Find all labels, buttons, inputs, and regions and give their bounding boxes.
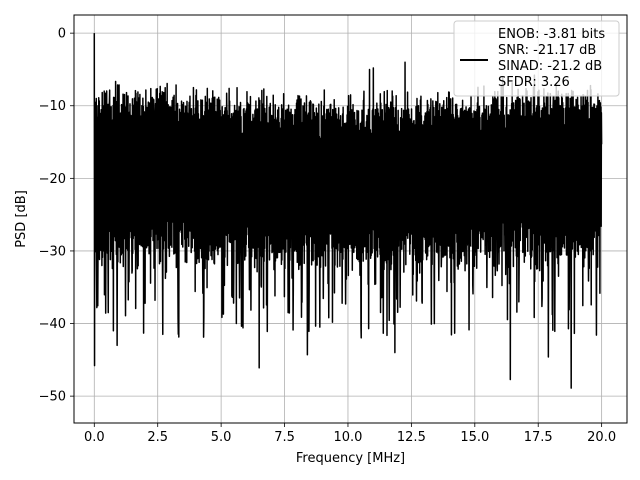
x-tick-label: 20.0 — [587, 430, 616, 445]
legend-line-4: SFDR: 3.26 — [498, 75, 570, 90]
x-tick-label: 2.5 — [147, 430, 168, 445]
x-tick-label: 5.0 — [211, 430, 232, 445]
legend-box — [453, 20, 620, 97]
x-tick-label: 0.0 — [84, 430, 105, 445]
legend-line-1: ENOB: -3.81 bits — [498, 27, 605, 42]
legend-line-3: SINAD: -21.2 dB — [498, 59, 602, 74]
y-tick-label: −50 — [39, 390, 66, 405]
y-tick-label: −10 — [39, 99, 66, 114]
y-tick-label: −30 — [39, 244, 66, 259]
y-tick-label: −40 — [39, 317, 66, 332]
x-tick-label: 15.0 — [460, 430, 489, 445]
series-layer — [93, 33, 603, 389]
x-tick-label: 17.5 — [524, 430, 553, 445]
psd-series-line — [93, 33, 603, 389]
x-tick-label: 10.0 — [333, 430, 362, 445]
x-axis-title: Frequency [MHz] — [296, 451, 405, 466]
y-tick-label: 0 — [58, 27, 66, 42]
x-tick-label: 7.5 — [274, 430, 295, 445]
x-tick-label: 12.5 — [397, 430, 426, 445]
plot-frame — [73, 14, 628, 424]
y-axis-title: PSD [dB] — [14, 190, 29, 248]
y-tick-label: −20 — [39, 172, 66, 187]
x-ticks: 0.0 2.5 5.0 7.5 10.0 12.5 15.0 17.5 20.0 — [84, 423, 616, 445]
legend: ENOB: -3.81 bits SNR: -21.17 dB SINAD: -… — [453, 20, 620, 97]
legend-line-2: SNR: -21.17 dB — [498, 43, 596, 58]
y-ticks: 0 −10 −20 −30 −40 −50 — [39, 27, 74, 405]
